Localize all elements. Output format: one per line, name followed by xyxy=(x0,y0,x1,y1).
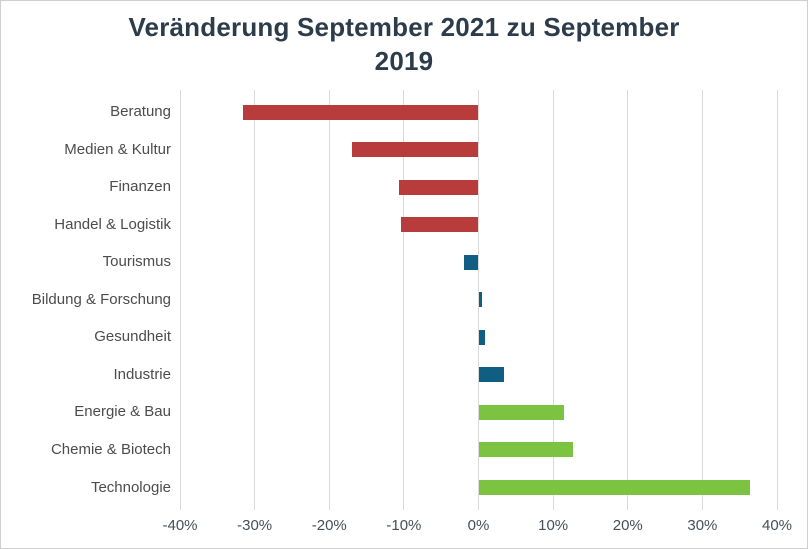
category-label: Chemie & Biotech xyxy=(50,440,171,458)
category-label: Finanzen xyxy=(109,178,171,196)
gridline xyxy=(776,90,778,510)
x-axis-tick-label: 20% xyxy=(612,517,643,534)
category-label: Handel & Logistik xyxy=(54,215,171,233)
category-label: Technologie xyxy=(90,478,171,496)
category-label: Medien & Kultur xyxy=(64,140,171,158)
gridline xyxy=(179,90,181,510)
gridline xyxy=(627,90,629,510)
x-axis-tick-label: 30% xyxy=(687,517,718,534)
category-label: Industrie xyxy=(113,365,171,383)
category-label: Tourismus xyxy=(102,253,171,271)
x-axis-tick-label: -30% xyxy=(237,517,273,534)
bar xyxy=(478,404,564,420)
bar xyxy=(400,217,479,233)
x-axis-tick-label: 0% xyxy=(467,517,490,534)
category-label: Beratung xyxy=(110,103,171,120)
chart-title: Veränderung September 2021 zu September … xyxy=(1,10,807,78)
bar xyxy=(478,367,504,383)
bar xyxy=(478,292,483,308)
gridline xyxy=(254,90,256,510)
x-axis-tick-label: 40% xyxy=(761,517,793,534)
gridline xyxy=(552,90,554,510)
bar xyxy=(478,442,573,458)
x-axis-tick-label: -20% xyxy=(311,517,347,534)
bar xyxy=(478,329,486,345)
bar xyxy=(478,480,751,495)
bar xyxy=(352,142,479,158)
bar xyxy=(399,179,479,195)
gridline xyxy=(403,90,405,510)
chart-title-line2: 2019 xyxy=(374,46,434,76)
x-axis-tick-label: -10% xyxy=(386,517,422,534)
gridline xyxy=(328,90,330,510)
x-axis-tick-label: 10% xyxy=(538,517,569,534)
category-label: Gesundheit xyxy=(94,328,171,346)
category-label: Energie & Bau xyxy=(74,403,171,421)
x-axis-tick-label: -40% xyxy=(162,517,198,534)
bar xyxy=(243,104,479,120)
gridline xyxy=(701,90,703,510)
bar xyxy=(464,254,479,270)
category-label: Bildung & Forschung xyxy=(31,290,171,308)
chart-title-line1: Veränderung September 2021 zu September xyxy=(128,12,680,42)
